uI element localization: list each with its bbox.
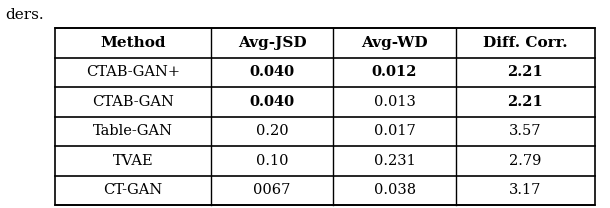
Text: 0.040: 0.040 [249, 95, 295, 109]
Text: 2.79: 2.79 [509, 154, 542, 168]
Text: 0.10: 0.10 [256, 154, 289, 168]
Text: 2.21: 2.21 [508, 95, 544, 109]
Text: 0.038: 0.038 [373, 183, 415, 197]
Text: 0067: 0067 [253, 183, 291, 197]
Text: 3.57: 3.57 [509, 124, 542, 138]
Bar [55, 28, 595, 205]
Text: CTAB-GAN: CTAB-GAN [92, 95, 174, 109]
Text: ders.: ders. [5, 8, 44, 22]
Text: 0.013: 0.013 [374, 95, 415, 109]
Text: Diff. Corr.: Diff. Corr. [483, 36, 568, 50]
Text: 0.012: 0.012 [372, 65, 417, 79]
Text: TVAE: TVAE [113, 154, 153, 168]
Text: CTAB-GAN+: CTAB-GAN+ [86, 65, 180, 79]
Text: 3.17: 3.17 [509, 183, 542, 197]
Text: CT-GAN: CT-GAN [103, 183, 162, 197]
Text: Avg-WD: Avg-WD [361, 36, 428, 50]
Text: 0.231: 0.231 [374, 154, 415, 168]
Text: 2.21: 2.21 [508, 65, 544, 79]
Text: Avg-JSD: Avg-JSD [238, 36, 306, 50]
Text: 0.040: 0.040 [249, 65, 295, 79]
Text: 0.20: 0.20 [256, 124, 289, 138]
Text: 0.017: 0.017 [374, 124, 415, 138]
Text: Table-GAN: Table-GAN [93, 124, 173, 138]
Text: Method: Method [100, 36, 166, 50]
